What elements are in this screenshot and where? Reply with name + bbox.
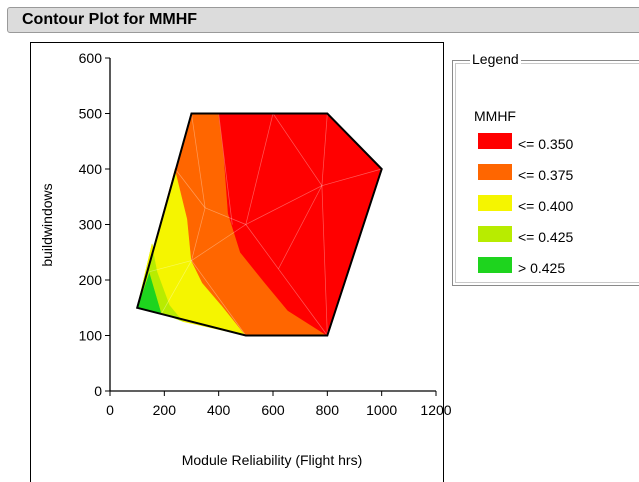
legend-swatch — [478, 195, 512, 211]
contour-regions — [136, 113, 383, 336]
mesh-line — [245, 113, 274, 225]
legend-swatch — [478, 133, 512, 149]
x-ticks: 0 200 400 600 800 1000 1200 — [106, 391, 452, 418]
x-tick-label: 1200 — [420, 402, 451, 418]
legend-label: <= 0.375 — [518, 167, 574, 183]
x-tick-label: 400 — [207, 402, 231, 418]
triangulation-mesh — [149, 113, 382, 336]
y-axis-label: buildwindows — [39, 183, 55, 266]
legend-swatch — [478, 226, 512, 242]
mesh-line — [204, 207, 246, 225]
mesh-line — [174, 168, 206, 209]
legend-label: <= 0.425 — [518, 229, 574, 245]
legend-swatch — [478, 164, 512, 180]
chart-title-bar: Contour Plot for MMHF — [7, 7, 639, 33]
mesh-line — [191, 260, 247, 336]
mesh-line — [191, 224, 247, 261]
x-tick-label: 200 — [153, 402, 177, 418]
y-tick-label: 500 — [79, 106, 103, 122]
mesh-line — [245, 185, 323, 225]
window-title: Contour Plot for MMHF — [22, 11, 198, 28]
mesh-line — [191, 207, 206, 261]
x-tick-label: 1000 — [366, 402, 397, 418]
mesh-line — [245, 224, 279, 270]
legend-swatch — [478, 257, 512, 273]
y-tick-label: 300 — [79, 217, 103, 233]
legend-label: <= 0.400 — [518, 198, 574, 214]
legend-variable: MMHF — [474, 108, 516, 124]
mesh-line — [191, 113, 206, 208]
y-tick-label: 0 — [94, 383, 102, 399]
mesh-line — [218, 113, 233, 225]
legend-caption: Legend — [470, 51, 521, 67]
mesh-line — [321, 185, 328, 336]
data-hull-outline — [135, 112, 383, 337]
mesh-line — [278, 268, 328, 336]
mesh-line — [149, 260, 192, 273]
legend-label: > 0.425 — [518, 260, 566, 276]
legend-box — [452, 60, 639, 286]
x-axis-label: Module Reliability (Flight hrs) — [182, 452, 363, 468]
x-tick-label: 0 — [106, 402, 114, 418]
y-tick-label: 400 — [79, 161, 103, 177]
legend-label: <= 0.350 — [518, 136, 574, 152]
y-tick-label: 600 — [79, 50, 103, 66]
plot-frame — [30, 42, 444, 482]
y-tick-label: 200 — [79, 272, 103, 288]
mesh-line — [272, 113, 323, 186]
mesh-line — [278, 185, 323, 270]
x-tick-label: 800 — [316, 402, 340, 418]
mesh-line — [321, 168, 382, 186]
y-tick-label: 100 — [79, 328, 103, 344]
mesh-line — [161, 260, 192, 314]
y-ticks: 0 100 200 300 400 500 600 — [79, 50, 110, 399]
x-tick-label: 600 — [261, 402, 285, 418]
mesh-line — [321, 113, 328, 186]
